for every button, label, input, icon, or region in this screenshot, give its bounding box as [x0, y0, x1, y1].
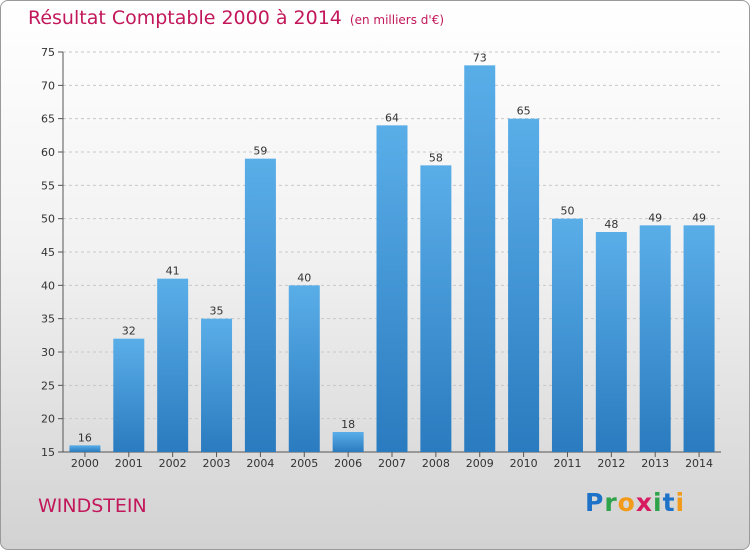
x-tick-label: 2010: [510, 457, 538, 470]
y-tick-label: 25: [41, 379, 55, 392]
x-tick-label: 2008: [422, 457, 450, 470]
logo-letter: i: [675, 488, 686, 517]
value-label: 64: [385, 111, 399, 124]
town-name: WINDSTEIN: [38, 495, 147, 517]
x-tick-label: 2006: [334, 457, 362, 470]
chart-subtitle: (en milliers d'€): [349, 13, 445, 27]
value-labels: 16 32 41 35 59 40 18 64 58 73 65 50 48 49 49: [78, 51, 706, 444]
x-tick-label: 2005: [290, 457, 318, 470]
bar: [420, 165, 452, 453]
logo-letter: x: [635, 488, 653, 517]
x-tick-label: 2011: [553, 457, 581, 470]
y-tick-label: 30: [41, 346, 55, 359]
y-tick-label: 20: [41, 413, 55, 426]
x-tick-label: 2012: [597, 457, 625, 470]
chart-title: Résultat Comptable 2000 à 2014: [28, 7, 342, 29]
y-tick-label: 60: [41, 146, 55, 159]
x-tick-label: 2002: [159, 457, 187, 470]
y-tick-label: 45: [41, 246, 55, 259]
bar: [508, 118, 540, 453]
y-tick-label: 75: [41, 46, 55, 59]
value-label: 16: [78, 431, 92, 444]
x-tick-label: 2014: [685, 457, 713, 470]
proxiti-logo: Proxiti: [585, 488, 685, 517]
value-label: 35: [210, 305, 224, 318]
value-label: 18: [341, 418, 355, 431]
value-label: 50: [560, 205, 574, 218]
bar: [201, 318, 233, 452]
value-label: 59: [253, 145, 267, 158]
bar: [113, 338, 145, 452]
value-label: 65: [517, 105, 531, 118]
bar: [595, 232, 627, 452]
logo-letter: o: [617, 488, 636, 517]
value-label: 49: [648, 211, 662, 224]
value-label: 41: [166, 265, 180, 278]
y-axis-ticks: 15 20 25 30 35 40 45 50 55 60 65 70 75: [41, 46, 63, 459]
x-axis-ticks: 2000 2001 2002 2003 2004 2005 2006 2007 2008 2009…: [71, 452, 713, 470]
logo-letter: r: [604, 488, 618, 517]
bar: [376, 125, 408, 452]
value-label: 73: [473, 51, 487, 64]
value-label: 48: [604, 218, 618, 231]
chart-title-block: Résultat Comptable 2000 à 2014 (en millie…: [28, 7, 444, 29]
bar: [464, 65, 496, 452]
bar: [551, 218, 583, 452]
value-label: 32: [122, 325, 136, 338]
x-tick-label: 2007: [378, 457, 406, 470]
bar: [244, 158, 276, 452]
y-tick-label: 15: [41, 446, 55, 459]
x-tick-label: 2004: [246, 457, 274, 470]
bars: [69, 65, 715, 453]
value-label: 40: [297, 271, 311, 284]
bar: [332, 432, 364, 452]
x-tick-label: 2013: [641, 457, 669, 470]
x-tick-label: 2003: [203, 457, 231, 470]
y-tick-label: 65: [41, 113, 55, 126]
bar: [69, 445, 101, 452]
logo-letter: t: [662, 488, 676, 517]
bar: [639, 225, 671, 452]
logo-letter: i: [653, 488, 663, 517]
value-label: 58: [429, 151, 443, 164]
y-tick-label: 50: [41, 213, 55, 226]
x-tick-label: 2009: [466, 457, 494, 470]
x-tick-label: 2000: [71, 457, 99, 470]
bar: [157, 278, 189, 452]
y-tick-label: 40: [41, 279, 55, 292]
value-label: 49: [692, 211, 706, 224]
y-tick-label: 55: [41, 179, 55, 192]
bar: [288, 285, 320, 452]
bar: [683, 225, 715, 452]
y-tick-label: 70: [41, 79, 55, 92]
y-tick-label: 35: [41, 313, 55, 326]
x-tick-label: 2001: [115, 457, 143, 470]
logo-letter: P: [585, 488, 605, 517]
